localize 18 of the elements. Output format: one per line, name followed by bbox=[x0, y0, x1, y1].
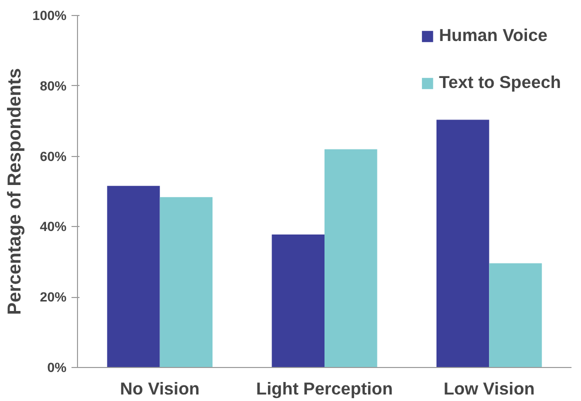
legend-label: Human Voice bbox=[439, 25, 548, 46]
y-tick-label: 80% bbox=[40, 78, 67, 94]
x-tick-label: Light Perception bbox=[256, 378, 393, 398]
bar bbox=[436, 120, 490, 368]
y-tick-label: 40% bbox=[40, 219, 67, 234]
bar bbox=[107, 186, 160, 368]
y-axis-title: Percentage of Respondents bbox=[3, 68, 24, 315]
bar bbox=[324, 149, 378, 368]
legend-label: Text to Speech bbox=[439, 72, 561, 93]
bar bbox=[489, 263, 542, 368]
y-tick-label: 20% bbox=[40, 290, 67, 305]
y-tick-label: 60% bbox=[40, 148, 67, 164]
x-tick-label: Low Vision bbox=[444, 378, 535, 398]
y-tick-label: 0% bbox=[47, 360, 67, 375]
y-tick-label: 100% bbox=[32, 8, 67, 23]
bar bbox=[272, 234, 324, 368]
bar bbox=[160, 197, 213, 368]
x-tick-label: No Vision bbox=[120, 378, 200, 398]
